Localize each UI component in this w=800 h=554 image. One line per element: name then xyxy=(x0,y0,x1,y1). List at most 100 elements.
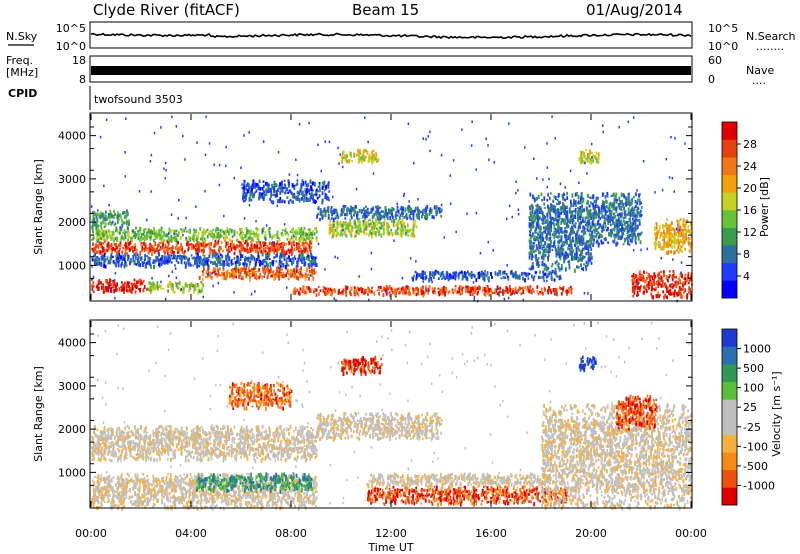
data-cell xyxy=(162,260,165,265)
data-cell xyxy=(238,274,241,279)
data-cell xyxy=(235,271,237,276)
data-cell xyxy=(253,271,256,274)
data-cell xyxy=(119,237,122,240)
data-cell xyxy=(94,223,97,227)
data-cell xyxy=(353,154,356,158)
data-cell xyxy=(124,230,127,234)
data-cell xyxy=(158,284,161,288)
data-cell xyxy=(281,180,283,186)
data-cell xyxy=(542,244,545,248)
data-cell xyxy=(391,215,394,220)
data-cell xyxy=(529,229,531,233)
data-cell xyxy=(291,183,294,188)
data-cell xyxy=(297,227,300,230)
data-cell xyxy=(283,243,285,246)
data-cell xyxy=(176,256,178,260)
data-cell xyxy=(212,236,215,240)
data-cell xyxy=(128,284,130,289)
data-cell xyxy=(274,273,277,276)
data-cell xyxy=(569,199,572,204)
freq-label-2: [MHz] xyxy=(6,66,38,79)
data-cell xyxy=(293,240,295,243)
data-cell xyxy=(287,269,290,272)
data-cell xyxy=(188,236,190,241)
data-cell xyxy=(302,289,305,292)
data-cell xyxy=(399,291,402,294)
data-cell xyxy=(140,238,143,241)
data-cell xyxy=(634,199,637,204)
data-cell xyxy=(110,222,113,226)
data-cell xyxy=(355,224,357,229)
data-cell xyxy=(228,272,231,275)
data-cell xyxy=(637,218,639,222)
data-cell xyxy=(178,286,180,290)
data-cell xyxy=(623,222,626,227)
data-cell xyxy=(588,222,591,226)
data-cell xyxy=(287,232,290,237)
data-cell xyxy=(143,261,145,264)
data-cell xyxy=(150,264,152,269)
data-cell xyxy=(160,261,163,264)
data-cell xyxy=(294,257,297,260)
data-cell xyxy=(533,245,536,248)
data-cell xyxy=(164,244,167,249)
data-cell xyxy=(607,226,609,230)
data-cell xyxy=(537,215,539,220)
data-cell xyxy=(106,243,109,248)
data-cell xyxy=(219,253,222,257)
data-cell xyxy=(316,188,318,192)
data-cell xyxy=(244,234,247,239)
data-cell xyxy=(245,227,248,231)
data-cell xyxy=(310,238,313,243)
data-cell xyxy=(298,197,301,201)
data-cell xyxy=(245,245,248,249)
data-cell xyxy=(451,288,454,293)
data-cell xyxy=(429,209,431,213)
data-cell xyxy=(396,214,399,217)
data-cell xyxy=(233,270,236,275)
data-cell xyxy=(149,289,152,292)
data-cell xyxy=(583,263,585,266)
data-cell xyxy=(129,287,132,291)
data-cell xyxy=(251,188,253,192)
data-cell xyxy=(276,275,279,278)
data-cell xyxy=(234,268,237,273)
data-cell xyxy=(376,289,379,292)
data-cell xyxy=(574,252,576,257)
freq-tick-top: 18 xyxy=(72,54,86,67)
data-cell xyxy=(97,233,100,236)
data-cell xyxy=(634,214,637,218)
data-cell xyxy=(286,257,289,260)
data-cell xyxy=(202,252,205,257)
data-cell xyxy=(117,220,119,225)
data-cell xyxy=(532,225,535,229)
data-cell xyxy=(127,289,130,292)
data-cell xyxy=(634,204,637,208)
data-cell xyxy=(92,258,95,262)
data-cell xyxy=(201,287,203,290)
data-cell xyxy=(630,222,633,227)
data-cell xyxy=(190,254,193,257)
data-cell xyxy=(518,286,521,291)
data-cell xyxy=(588,252,591,257)
data-cell xyxy=(97,238,100,243)
data-cell xyxy=(297,246,300,251)
data-cell xyxy=(262,180,265,183)
data-cell xyxy=(114,222,117,226)
data-cell xyxy=(223,275,226,280)
data-cell xyxy=(117,256,120,260)
data-cell xyxy=(421,276,424,279)
data-cell xyxy=(278,238,281,242)
data-cell xyxy=(348,228,351,231)
data-cell xyxy=(158,242,161,247)
noise-right-label: N.Search xyxy=(746,30,796,43)
data-cell xyxy=(553,195,556,199)
data-cell xyxy=(105,288,107,293)
data-cell xyxy=(110,247,113,251)
data-cell xyxy=(369,218,371,222)
data-cell xyxy=(122,221,125,225)
data-cell xyxy=(324,293,326,296)
data-cell xyxy=(284,232,287,235)
data-cell xyxy=(157,232,160,237)
data-cell xyxy=(138,233,140,236)
